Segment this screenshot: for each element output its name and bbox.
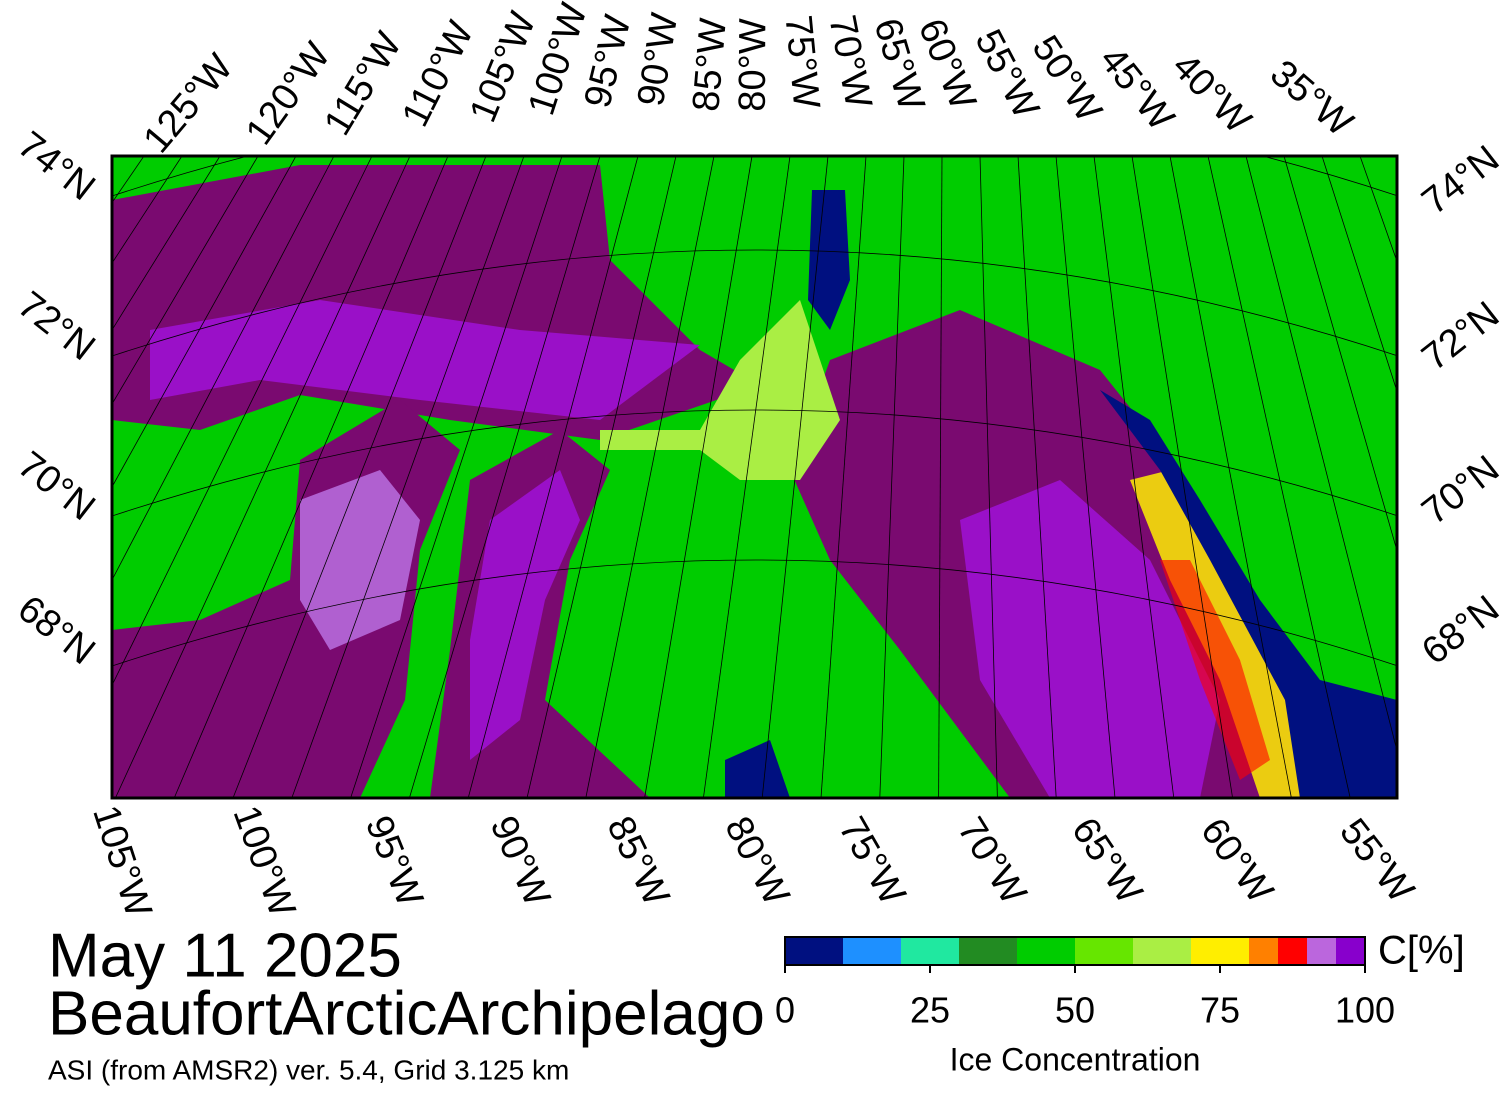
left-lat-label: 74°N [10, 124, 103, 209]
colorbar-segment [1278, 937, 1307, 965]
colorbar-segment [1191, 937, 1249, 965]
map [112, 156, 1397, 798]
gulf-ice-light [300, 470, 420, 650]
colorbar-segment [959, 937, 1017, 965]
meridian [1207, 156, 1351, 798]
bottom-lon-label: 80°W [716, 810, 797, 912]
meridian [761, 156, 829, 798]
meridian [526, 156, 677, 798]
parallel [112, 249, 1397, 357]
right-lat-label: 68°N [1414, 588, 1507, 673]
cumberland-ice [725, 740, 790, 798]
bottom-lon-label: 55°W [1331, 811, 1422, 911]
colorbar-segment [1336, 937, 1365, 965]
bottom-lon-label: 65°W [1063, 810, 1150, 911]
right-lat-label: 70°N [1414, 448, 1507, 533]
bottom-lon-label: 100°W [225, 800, 304, 922]
top-lon-label: 85°W [685, 16, 735, 113]
colorbar-segment [1249, 937, 1278, 965]
top-lon-label: 55°W [967, 23, 1047, 125]
region: BeaufortArcticArchipelago [48, 979, 765, 1048]
meridian [112, 156, 259, 405]
colorbar-segment [1017, 937, 1075, 965]
meridian [112, 156, 297, 488]
colorbar-segment [785, 937, 843, 965]
baffin-ice-light [960, 480, 1220, 798]
meridian [938, 156, 943, 798]
colorbar-label: Ice Concentration [950, 1041, 1201, 1077]
bottom-lon-label: 70°W [949, 810, 1034, 912]
top-lon-label: 120°W [238, 35, 339, 153]
right-lat-label: 72°N [1414, 294, 1507, 379]
top-lon-label: 50°W [1024, 28, 1110, 129]
meridian [703, 156, 791, 798]
date: May 11 2025 [48, 921, 402, 990]
top-lon-label: 125°W [136, 46, 242, 161]
meridian [1245, 156, 1397, 753]
meridian [1017, 156, 1057, 798]
bottom-lon-label: 105°W [84, 800, 159, 922]
left-lat-label: 72°N [10, 284, 103, 369]
meridian [232, 156, 487, 798]
meridian [1093, 156, 1175, 798]
meridian [173, 156, 449, 798]
top-lon-label: 40°W [1164, 45, 1259, 141]
meridian [820, 156, 867, 798]
colorbar-segment [843, 937, 901, 965]
bottom-lon-label: 90°W [482, 810, 558, 912]
left-lat-label: 68°N [10, 588, 103, 673]
bottom-lon-label: 60°W [1192, 811, 1281, 911]
top-lon-label: 115°W [316, 25, 410, 142]
greenland-open-water [1100, 390, 1397, 798]
colorbar-segment [901, 937, 959, 965]
bottom-lon-label: 75°W [830, 810, 913, 912]
meridian [1283, 156, 1397, 553]
top-lon-label: 35°W [1262, 52, 1360, 145]
meridian [291, 156, 525, 798]
colorbar-tick-label: 50 [1055, 990, 1095, 1031]
meridian [467, 156, 639, 798]
colorbar-segment [1133, 937, 1191, 965]
colorbar-tick-label: 25 [910, 990, 950, 1031]
parallel [112, 559, 1397, 667]
left-lat-label: 70°N [10, 444, 103, 529]
lancaster-ice [600, 300, 840, 480]
meridian [1321, 156, 1397, 393]
meridian [112, 156, 373, 687]
meridian [1055, 156, 1116, 798]
colorbar-segment [1307, 937, 1336, 965]
colorbar-unit: C[%] [1378, 929, 1465, 973]
colorbar-segment [1075, 937, 1133, 965]
top-lon-label: 75°W [777, 13, 828, 110]
archipelago-ice-light [150, 300, 700, 420]
top-lon-label: 45°W [1091, 39, 1182, 138]
meridian [1131, 156, 1233, 798]
top-lon-label: 80°W [732, 18, 775, 112]
meridian [1169, 156, 1292, 798]
graticule [112, 156, 1397, 798]
meridian [112, 156, 221, 331]
meridian [585, 156, 715, 798]
north-water-polynya [808, 190, 850, 330]
bottom-lon-label: 85°W [598, 810, 677, 912]
parallel [112, 409, 1397, 517]
meridian [350, 156, 563, 798]
colorbar-tick-label: 0 [775, 990, 795, 1031]
subtitle: ASI (from AMSR2) ver. 5.4, Grid 3.125 km [48, 1054, 569, 1085]
meridian [879, 156, 905, 798]
right-lat-label: 74°N [1414, 138, 1507, 223]
meridian [644, 156, 753, 798]
meridian [409, 156, 601, 798]
colorbar-tick-label: 75 [1200, 990, 1240, 1031]
map-frame [110, 154, 1399, 800]
colorbar-tick-label: 100 [1335, 990, 1395, 1031]
bottom-lon-label: 95°W [357, 810, 431, 912]
meridian [115, 156, 411, 798]
meridian [112, 156, 335, 581]
marginal-ice-red [1160, 560, 1270, 780]
